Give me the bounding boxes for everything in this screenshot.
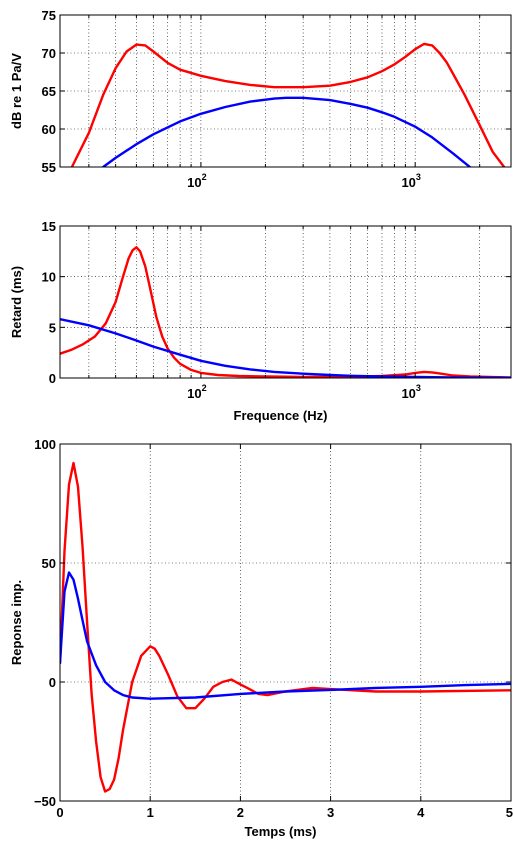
y-tick-label: 15: [42, 219, 56, 234]
y-tick-label: 0: [49, 371, 56, 386]
axes-frame: [59, 225, 512, 379]
x-tick-label: 0: [56, 805, 63, 820]
y-tick-label: 70: [42, 46, 56, 61]
y-tick-label: −50: [34, 794, 56, 809]
tick-marks: [60, 225, 511, 379]
x-tick-label: 1: [147, 805, 154, 820]
y-tick-label: 100: [34, 437, 56, 452]
red-series-line: [70, 42, 506, 167]
chart-panel-2: 0 5 10 15 102 103 Retard (ms) Frequence (Hz): [9, 219, 512, 423]
x-tick-label: 102: [187, 383, 206, 401]
x-tick-label: 102: [187, 172, 206, 190]
x-tick-label: 103: [401, 383, 420, 401]
axes-frame: [59, 14, 512, 168]
x-tick-label: 3: [327, 805, 334, 820]
x-tick-label: 2: [237, 805, 244, 820]
y-tick-label: 65: [42, 84, 56, 99]
blue-series-line: [60, 318, 511, 378]
grid: [60, 444, 511, 801]
chart-panel-1: 55 60 65 70 75 102 103 dB re 1 Pa/V: [9, 8, 512, 190]
blue-series-line: [60, 571, 511, 700]
grid: [60, 15, 511, 167]
red-series-line: [60, 461, 511, 793]
blue-series-line: [102, 96, 472, 167]
x-tick-label: 5: [506, 805, 513, 820]
x-axis-label: Frequence (Hz): [234, 408, 328, 423]
y-tick-label: 10: [42, 270, 56, 285]
y-tick-label: 5: [49, 320, 56, 335]
x-tick-label: 4: [417, 805, 425, 820]
tick-marks: [60, 443, 511, 802]
y-tick-label: 75: [42, 8, 56, 23]
y-tick-label: 55: [42, 160, 56, 175]
grid: [60, 226, 511, 378]
y-tick-label: 0: [49, 675, 56, 690]
y-axis-label: Retard (ms): [9, 266, 24, 338]
x-tick-label: 103: [401, 172, 420, 190]
y-axis-label: Reponse imp.: [9, 580, 24, 665]
y-tick-label: 60: [42, 122, 56, 137]
red-series-line: [60, 246, 511, 378]
y-axis-label: dB re 1 Pa/V: [9, 53, 24, 129]
x-axis-label: Temps (ms): [245, 824, 317, 839]
tick-marks: [60, 14, 511, 168]
axes-frame: [59, 443, 512, 802]
y-tick-label: 50: [42, 556, 56, 571]
